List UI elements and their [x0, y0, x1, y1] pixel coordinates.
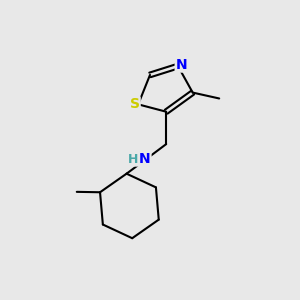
Text: S: S — [130, 98, 140, 111]
Text: N: N — [176, 58, 187, 72]
Text: H: H — [128, 153, 138, 166]
Text: N: N — [139, 152, 151, 167]
